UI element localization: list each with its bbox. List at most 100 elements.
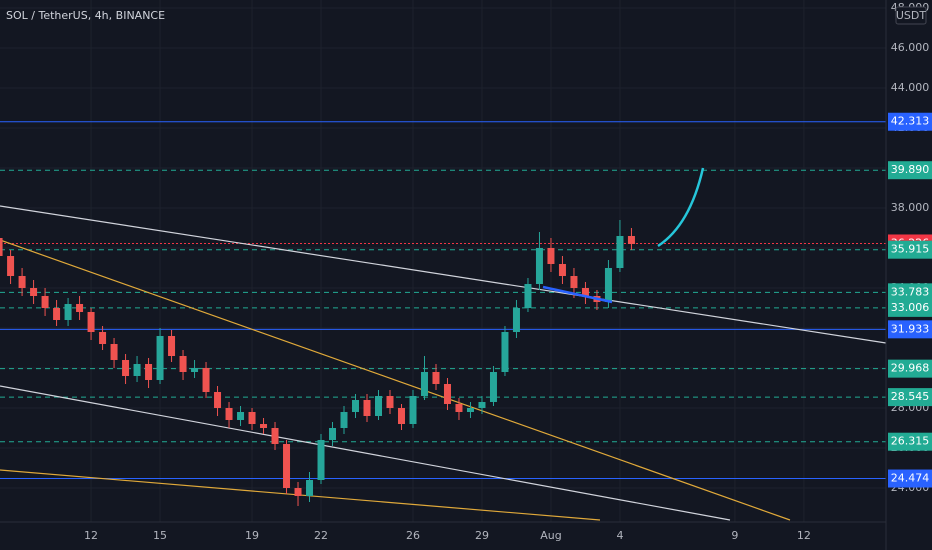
x-tick-label: 4 [616,529,623,542]
candle-body [294,488,302,496]
x-tick-label: 12 [797,529,811,542]
price-level-label: 33.006 [891,301,930,314]
level-labels: 42.31339.89036.22635.91533.78333.00631.9… [888,112,932,488]
candle-body [168,336,176,356]
candle-body [340,412,348,428]
candle-body [133,364,141,376]
price-level-label: 26.315 [891,435,930,448]
candle-body [283,444,291,488]
projection-curve [657,167,705,248]
price-level-label: 29.968 [891,362,930,375]
candle-body [604,268,612,302]
y-tick-label: 44.000 [891,81,930,94]
candle-body [87,312,95,332]
x-tick-label: 12 [84,529,98,542]
candle-body [202,368,210,392]
candle-body [214,392,222,408]
y-tick-label: 46.000 [891,41,930,54]
price-level-box [888,283,932,302]
price-level-box [888,432,932,451]
x-tick-label: 19 [245,529,259,542]
candle-body [0,238,3,256]
candle-body [501,332,509,372]
price-level-box [888,112,932,131]
grid [0,0,886,522]
candle-body [179,356,187,372]
candle-body [512,308,520,332]
price-level-label: 24.474 [891,472,930,485]
candle-body [581,288,589,296]
candle-body [420,372,428,396]
x-tick-label: 26 [406,529,420,542]
candle-body [547,248,555,264]
candle-body [432,372,440,384]
candle-body [535,248,543,284]
annotations [542,167,705,304]
candle-body [374,396,382,416]
x-tick-label: 22 [314,529,328,542]
candle-body [7,256,15,276]
candle-body [317,440,325,480]
trend-line [0,205,887,344]
candle-body [363,400,371,416]
candle-body [386,396,394,408]
candle-body [99,332,107,344]
price-level-label: 35.915 [891,243,930,256]
price-level-box [888,298,932,317]
price-level-label: 28.545 [891,390,930,403]
price-level-label: 39.890 [891,163,930,176]
candle-body [145,364,153,380]
candles [0,220,635,506]
price-level-box [888,359,932,378]
currency-box [895,6,927,25]
y-tick-label: 38.000 [891,201,930,214]
candle-body [110,344,118,360]
candle-body [397,408,405,424]
candle-body [489,372,497,402]
currency-label: USDT [896,9,927,22]
candle-body [237,412,245,420]
candle-body [524,284,532,308]
candle-body [18,276,26,288]
trend-line [0,239,791,521]
price-level-label: 42.313 [891,115,930,128]
candle-body [64,304,72,320]
candle-body [156,336,164,380]
candle-body [409,396,417,424]
candle-body [76,304,84,312]
x-tick-label: 9 [731,529,738,542]
x-tick-label: 29 [475,529,489,542]
candle-body [41,296,49,308]
candle-body [30,288,38,296]
x-tick-label: Aug [540,529,561,542]
candle-body [306,480,314,496]
candle-body [443,384,451,404]
candle-body [260,424,268,428]
candle-body [352,400,360,412]
candle-body [271,428,279,444]
price-level-box [888,388,932,407]
candle-body [248,412,256,424]
price-level-box [888,161,932,180]
price-level-box [888,320,932,339]
candle-body [455,404,463,412]
candle-body [225,408,233,420]
trend-line [0,385,731,521]
candle-body [329,428,337,440]
price-level-label: 31.933 [891,322,930,335]
candle-body [558,264,566,276]
x-tick-label: 15 [153,529,167,542]
time-axis: 12 15 19 22 26 29 Aug 4 9 12 [84,529,811,542]
candle-body [191,368,199,372]
candle-body [616,236,624,268]
price-level-box [888,469,932,488]
candle-body [53,308,61,320]
trend-segment [542,285,613,304]
candle-body [122,360,130,376]
candle-body [627,236,635,244]
chart-title: SOL / TetherUS, 4h, BINANCE [6,9,165,22]
price-level-box [888,240,932,259]
candle-body [478,402,486,408]
price-level-label: 33.783 [891,285,930,298]
